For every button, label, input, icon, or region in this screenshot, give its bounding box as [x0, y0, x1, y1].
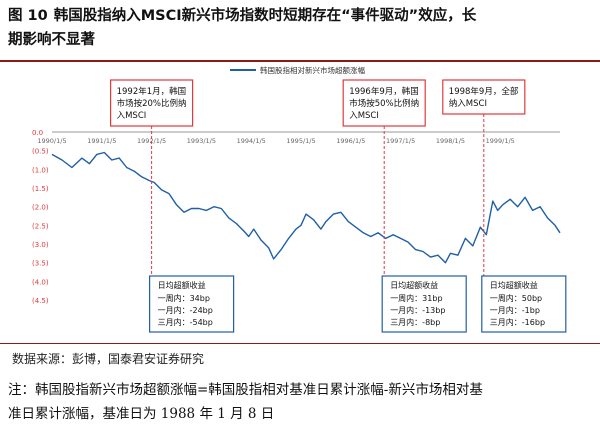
- event-label: 入MSCI: [349, 111, 379, 121]
- y-tick-label: (2.5): [32, 222, 49, 230]
- y-tick-label: (1.5): [32, 185, 49, 193]
- chart-area: 0.0 (0.5) (1.0) (1.5) (2.0) (2.5) (3.0) (3.5) (4…: [0, 62, 600, 342]
- stats-item: 一周内：50bp: [490, 293, 542, 303]
- stats-title: 日均超额收益: [390, 280, 438, 290]
- x-tick-label: 1993/1/5: [187, 137, 216, 145]
- y-tick-label: (0.5): [32, 148, 49, 156]
- y-tick-label: (1.0): [32, 166, 49, 174]
- source-divider: [0, 343, 600, 344]
- stats-title: 日均超额收益: [158, 280, 206, 290]
- x-tick-label: 1995/1/5: [286, 137, 315, 145]
- footnote: 注：韩国股指新兴市场超额涨幅=韩国股指相对基准日累计涨幅-新兴市场相对基 准日累…: [8, 378, 594, 426]
- stats-item: 一月内：-1bp: [490, 305, 540, 315]
- stats-item: 一月内：-24bp: [158, 305, 213, 315]
- figure-title-line1: 韩国股指纳入MSCI新兴市场指数时短期存在“事件驱动”效应，长: [53, 8, 477, 24]
- y-tick-label: 0.0: [32, 129, 43, 137]
- event-box: [442, 79, 526, 115]
- y-tick-label: (3.0): [32, 241, 49, 249]
- y-tick-label: (4.5): [32, 297, 49, 305]
- event-label: 入MSCI: [117, 111, 147, 121]
- y-tick-label: (3.5): [32, 260, 49, 268]
- figure-number: 图 10: [8, 8, 48, 24]
- line-chart: 0.0 (0.5) (1.0) (1.5) (2.0) (2.5) (3.0) (3.5) (4…: [32, 65, 567, 333]
- event-label: 市场按50%比例纳: [349, 98, 419, 109]
- y-tick-label: (4.0): [32, 278, 49, 286]
- figure-title: 图 10 韩国股指纳入MSCI新兴市场指数时短期存在“事件驱动”效应，长 期影响不…: [8, 4, 592, 52]
- data-source: 数据来源：彭博，国泰君安证券研究: [12, 352, 205, 366]
- x-tick-label: 1994/1/5: [237, 137, 266, 145]
- title-divider: [0, 60, 600, 62]
- stats-box: [381, 275, 467, 333]
- stats-item: 三月内：-16bp: [490, 317, 545, 327]
- stats-item: 一周内：31bp: [390, 293, 442, 303]
- figure-title-line2: 期影响不显著: [8, 32, 95, 48]
- stats-item: 一周内：34bp: [158, 293, 210, 303]
- event-label: 1992年1月，韩国: [117, 86, 187, 97]
- stats-box: [481, 275, 567, 333]
- event-box: [110, 79, 194, 127]
- x-tick-label: 1998/1/5: [436, 137, 465, 145]
- x-tick-label: 1999/1/5: [486, 137, 515, 145]
- stats-title: 日均超额收益: [490, 280, 538, 290]
- x-tick-label: 1991/1/5: [87, 137, 116, 145]
- x-tick-label: 1996/1/5: [336, 137, 365, 145]
- event-label: 市场按20%比例纳: [117, 98, 187, 109]
- footnote-line2: 准日累计涨幅，基准日为 1988 年 1 月 8 日: [8, 406, 275, 422]
- stats-box: [149, 275, 235, 333]
- event-label: 1996年9月，韩国: [349, 86, 419, 97]
- series-line: [51, 151, 561, 264]
- x-tick-label: 1997/1/5: [386, 137, 415, 145]
- y-tick-label: (2.0): [32, 204, 49, 212]
- x-tick-label: 1990/1/5: [37, 137, 66, 145]
- stats-item: 一月内：-13bp: [390, 305, 445, 315]
- event-label: 纳入MSCI: [449, 98, 487, 109]
- stats-item: 三月内：-8bp: [390, 317, 440, 327]
- event-label: 1998年9月，全部: [449, 86, 519, 97]
- footnote-line1: 注：韩国股指新兴市场超额涨幅=韩国股指相对基准日累计涨幅-新兴市场相对基: [8, 382, 483, 398]
- stats-item: 三月内：-54bp: [158, 317, 213, 327]
- legend-label: 韩国股指相对新兴市场超额涨幅: [260, 65, 365, 75]
